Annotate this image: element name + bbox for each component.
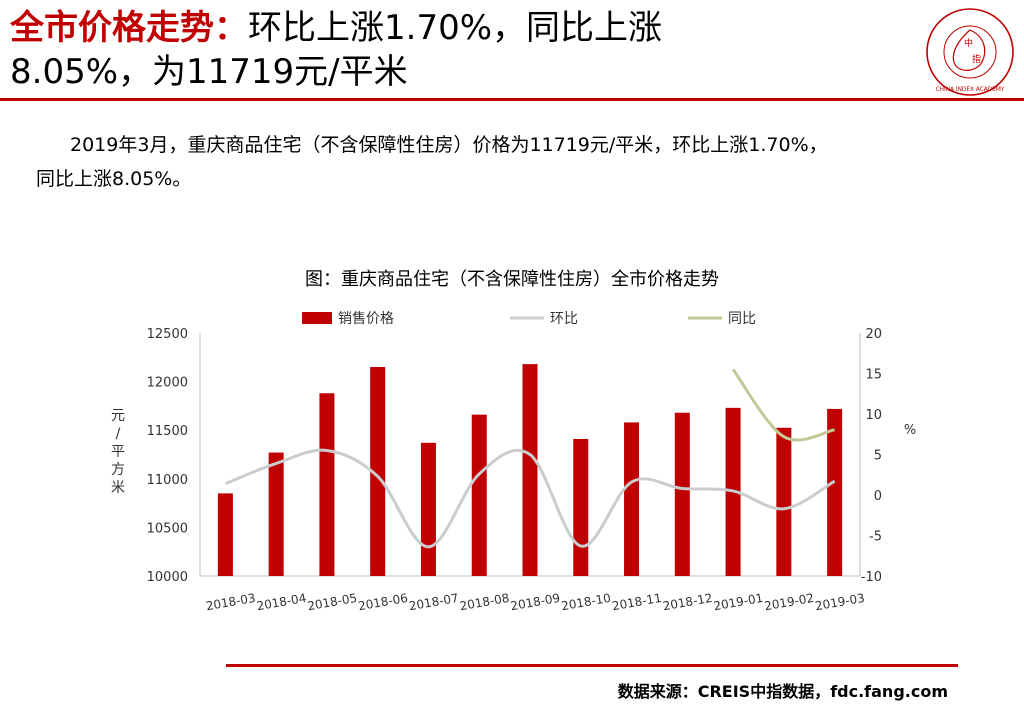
legend-label-yoy: 同比 <box>728 311 756 327</box>
x-tick-labels: 2018-032018-042018-052018-062018-072018-… <box>205 591 866 613</box>
x-tick-label: 2019-01 <box>712 591 764 613</box>
left-axis-label-char: 平 <box>111 444 125 460</box>
right-axis-label: % <box>904 423 916 438</box>
left-axis-label-char: 方 <box>111 462 125 478</box>
left-axis-label-char: 米 <box>111 480 125 496</box>
svg-text:指: 指 <box>972 53 981 65</box>
left-tick-label: 10000 <box>147 570 188 585</box>
x-tick-label: 2018-06 <box>357 591 409 613</box>
title-divider <box>0 98 1024 101</box>
bar-2018-04 <box>268 452 284 576</box>
x-tick-label: 2018-12 <box>662 591 714 613</box>
x-tick-label: 2019-02 <box>763 591 815 613</box>
page-title: 全市价格走势：环比上涨1.70%，同比上涨 8.05%，为11719元/平米 <box>10 6 910 94</box>
right-tick-label: 10 <box>865 408 882 423</box>
bar-2018-03 <box>217 493 233 576</box>
mom-line <box>224 448 836 549</box>
legend-swatch-price <box>302 312 332 324</box>
footer-divider <box>226 664 958 667</box>
left-tick-label: 12000 <box>147 376 188 391</box>
title-rest-line1: 环比上涨1.70%，同比上涨 <box>248 8 663 48</box>
right-tick-label: -5 <box>869 530 882 545</box>
x-tick-label: 2018-05 <box>306 591 358 613</box>
bar-2019-03 <box>827 408 843 576</box>
data-source: 数据来源：CREIS中指数据，fdc.fang.com <box>617 682 948 701</box>
x-tick-label: 2018-09 <box>509 591 561 613</box>
right-tick-label: 20 <box>865 327 882 342</box>
bar-2018-06 <box>370 367 386 576</box>
bar-2018-08 <box>471 414 487 576</box>
right-tick-label: -10 <box>861 570 882 585</box>
logo-text: CHINA INDEX ACADEMY <box>936 87 1005 93</box>
bar-2018-05 <box>319 393 335 576</box>
left-tick-label: 11000 <box>147 473 188 488</box>
x-tick-label: 2018-03 <box>205 591 257 613</box>
title-prefix: 全市价格走势： <box>10 8 248 48</box>
x-tick-label: 2019-03 <box>814 591 866 613</box>
bar-2018-10 <box>573 438 589 576</box>
svg-text:中: 中 <box>964 37 973 49</box>
yoy-line <box>731 368 835 442</box>
chart-title: 图：重庆商品住宅（不含保障性住房）全市价格走势 <box>305 269 719 290</box>
chart-axes: 10000 10500 11000 11500 12000 12500 -10 -5 0 5 10 1… <box>111 327 916 585</box>
right-tick-label: 0 <box>874 489 882 504</box>
bar-2018-11 <box>624 422 640 576</box>
x-tick-label: 2018-04 <box>256 591 308 613</box>
paragraph-line1: 2019年3月，重庆商品住宅（不含保障性住房）价格为11719元/平米，环比上涨… <box>70 134 828 156</box>
bar-2018-09 <box>522 364 538 576</box>
x-tick-label: 2018-08 <box>459 591 511 613</box>
title-line2: 8.05%，为11719元/平米 <box>10 52 408 92</box>
x-tick-label: 2018-11 <box>611 591 663 613</box>
left-axis-label-char: 元 <box>111 408 125 424</box>
body-paragraph: 2019年3月，重庆商品住宅（不含保障性住房）价格为11719元/平米，环比上涨… <box>36 128 996 196</box>
chart-legend: 销售价格 环比 同比 <box>302 311 756 327</box>
legend-label-price: 销售价格 <box>338 311 394 327</box>
legend-label-mom: 环比 <box>550 311 578 327</box>
right-tick-label: 5 <box>874 449 882 464</box>
left-tick-label: 10500 <box>147 521 188 536</box>
line-series <box>224 368 836 549</box>
right-tick-label: 15 <box>865 368 882 383</box>
left-tick-label: 11500 <box>147 424 188 439</box>
bar-series <box>217 364 843 576</box>
bar-2018-12 <box>674 412 690 576</box>
bar-2019-02 <box>776 427 792 576</box>
paragraph-line2: 同比上涨8.05%。 <box>36 168 192 190</box>
left-tick-label: 12500 <box>147 327 188 342</box>
bar-2018-07 <box>420 442 436 576</box>
left-axis-label-char: / <box>116 426 121 442</box>
china-index-academy-seal-icon: 中 指 CHINA INDEX ACADEMY <box>926 8 1014 96</box>
x-tick-label: 2018-07 <box>408 591 460 613</box>
x-tick-label: 2018-10 <box>560 591 612 613</box>
